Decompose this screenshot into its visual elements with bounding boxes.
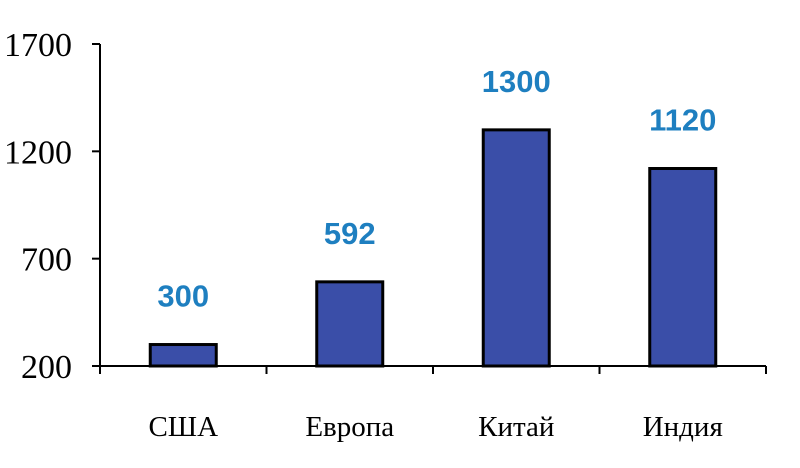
bar-1 [148,343,218,368]
x-tick-label: Китай [478,411,554,443]
bar-2 [315,280,385,368]
data-label: 1120 [649,103,716,138]
x-axis: США Европа Китай Индия [99,365,767,443]
y-tick-label: 1200 [4,134,72,171]
data-label: 300 [157,279,209,314]
x-tick-label: Европа [305,411,394,443]
bar-3 [481,128,551,368]
bar-4 [648,167,718,368]
data-label: 1300 [482,64,551,99]
y-tick-label: 700 [21,242,72,279]
y-tick-label: 1700 [4,27,72,64]
y-tick-label: 200 [21,349,72,386]
bars [148,128,718,368]
y-axis: 200 700 1200 1700 [4,27,101,386]
x-tick-label: Индия [643,411,723,443]
data-labels: 300 592 1300 1120 [157,64,716,314]
data-label: 592 [324,216,376,251]
x-tick-label: США [148,411,218,443]
